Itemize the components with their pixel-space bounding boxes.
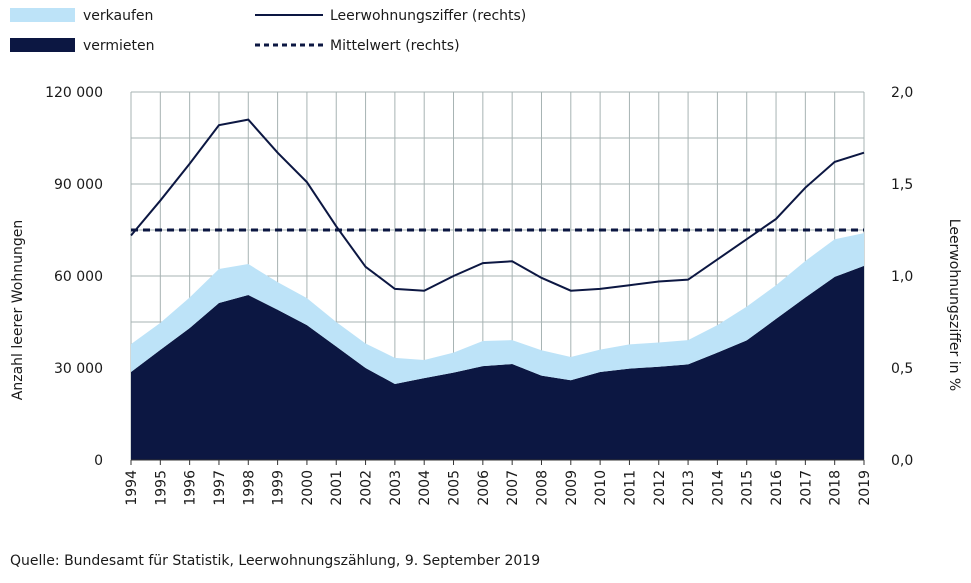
- x-tick-label: 2019: [857, 470, 873, 506]
- legend: verkaufen vermieten Leerwohnungsziffer (re…: [10, 8, 526, 54]
- x-tick-label: 1999: [271, 470, 287, 506]
- x-tick-label: 2004: [417, 470, 433, 506]
- y2-tick-label: 0,0: [891, 453, 913, 469]
- axes: 1994 1995 1996 1997 1998 1999 2000 2001 2002 2003…: [45, 85, 913, 506]
- x-tick-label: 1994: [124, 470, 140, 506]
- legend-label: Mittelwert (rechts): [330, 38, 460, 54]
- legend-label: Leerwohnungsziffer (rechts): [330, 8, 526, 24]
- y-tick-label: 60 000: [54, 269, 103, 285]
- x-tick-label: 1995: [153, 470, 169, 506]
- x-tick-label: 2015: [740, 470, 756, 506]
- x-tick-label: 2001: [329, 470, 345, 506]
- x-tick-label: 1998: [241, 470, 257, 506]
- x-tick-label: 2005: [447, 470, 463, 506]
- y-tick-label: 30 000: [54, 361, 103, 377]
- area-vermieten: [131, 265, 864, 460]
- y2-tick-label: 1,0: [891, 269, 913, 285]
- x-tick-label: 2010: [593, 470, 609, 506]
- x-tick-label: 2012: [652, 470, 668, 506]
- x-tick-label: 2007: [505, 470, 521, 506]
- x-tick-label: 1996: [183, 470, 199, 506]
- y2-tick-label: 2,0: [891, 85, 913, 101]
- x-tick-label: 2008: [534, 470, 550, 506]
- legend-label: verkaufen: [83, 8, 153, 24]
- x-tick-label: 2009: [564, 470, 580, 506]
- x-tick-label: 2000: [300, 470, 316, 506]
- line-leerwohnungsziffer: [130, 118, 865, 292]
- x-tick-label: 2013: [681, 470, 697, 506]
- x-tick-label: 2002: [359, 470, 375, 506]
- x-tick-label: 2018: [828, 470, 844, 506]
- x-tick-label: 2003: [388, 470, 404, 506]
- source-note: Quelle: Bundesamt für Statistik, Leerwoh…: [10, 553, 540, 569]
- x-tick-label: 2014: [710, 470, 726, 506]
- x-tick-label: 2017: [798, 470, 814, 506]
- y-tick-label: 0: [94, 453, 103, 469]
- legend-swatch-vermieten: [10, 38, 75, 52]
- y2-tick-label: 0,5: [891, 361, 913, 377]
- x-tick-label: 2006: [476, 470, 492, 506]
- y-tick-label: 120 000: [45, 85, 103, 101]
- y2-axis-label: Leerwohnungsziffer in %: [946, 219, 962, 391]
- lines: [130, 118, 865, 292]
- x-tick-label: 1997: [212, 470, 228, 506]
- y2-tick-label: 1,5: [891, 177, 913, 193]
- legend-label: vermieten: [83, 38, 155, 54]
- areas: [131, 233, 864, 460]
- x-tick-label: 2011: [622, 470, 638, 506]
- area-verkaufen: [131, 233, 864, 384]
- legend-swatch-verkaufen: [10, 8, 75, 22]
- y-tick-label: 90 000: [54, 177, 103, 193]
- y-axis-label: Anzahl leerer Wohnungen: [10, 220, 26, 400]
- x-tick-label: 2016: [769, 470, 785, 506]
